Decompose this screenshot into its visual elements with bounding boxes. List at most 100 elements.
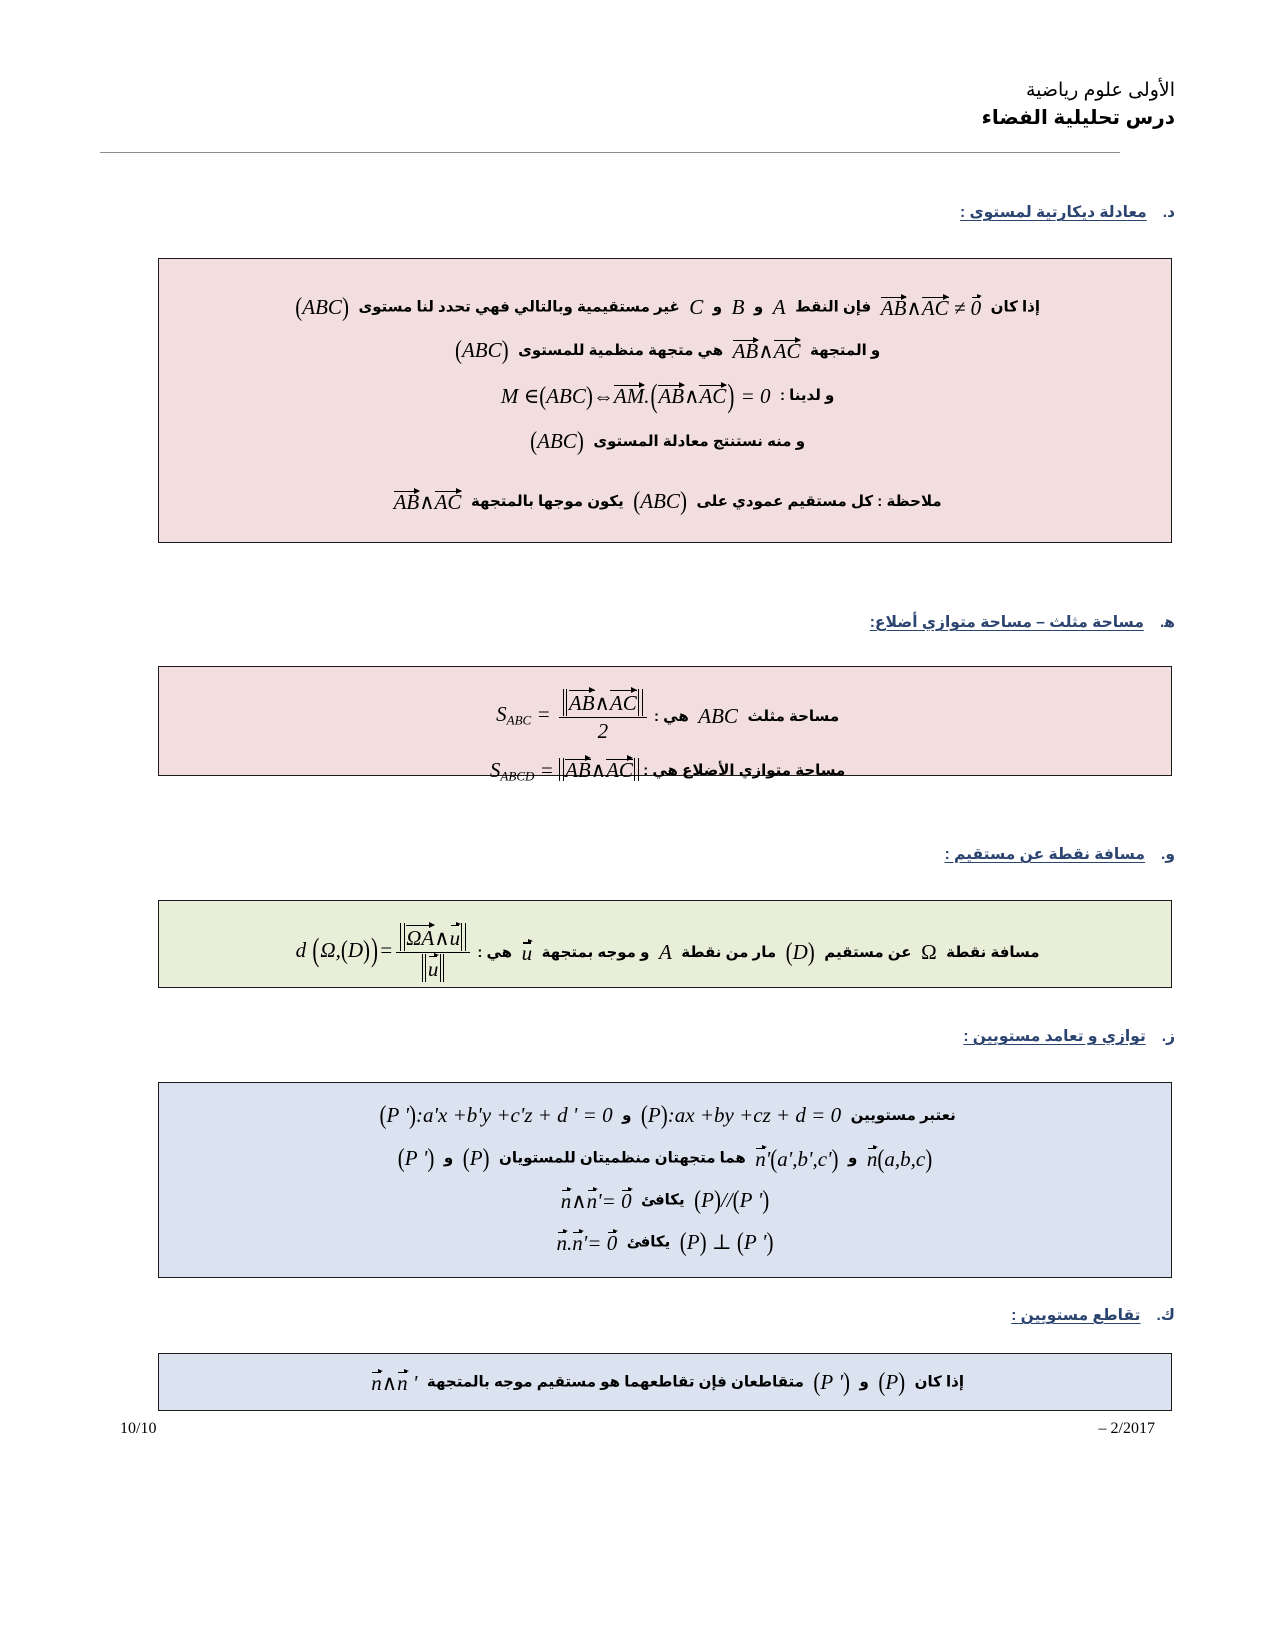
box-planes-intersection: إذا كان (P) و (P ') متقاطعان فإن تقاطعهم… [158, 1353, 1172, 1411]
box-parallel-perpendicular-planes: نعتبر مستويين (P):ax +by +cz + d = 0 و (… [158, 1082, 1172, 1278]
plane-pprime-equation: (P '):a'x +b'y +c'z + d ' = 0 [379, 1099, 613, 1130]
line1-mid: فإن النقط [795, 298, 872, 316]
area-triangle-lead: مساحة مثلث [747, 707, 840, 725]
footer-date: – 2/2017 [1098, 1420, 1155, 1437]
normal-vector-n: n(a,b,c) [866, 1143, 933, 1174]
footer-page-number: 10/10 [120, 1420, 157, 1437]
heading-marker: ك. [1156, 1307, 1175, 1324]
heading-marker: ﻫ. [1159, 614, 1175, 631]
normals-tail: هما متجهتان منظميتان للمستويان [499, 1149, 746, 1167]
line3-lead: و لدينا : [780, 387, 835, 404]
area-triangle-abc: ABC [693, 703, 744, 728]
box-line-4: و منه نستنتج معادلة المستوى (ABC) [159, 425, 1171, 456]
line1-lead: إذا كان [990, 298, 1040, 316]
normal-vector-nprime: n'(a',b',c') [755, 1143, 839, 1174]
line2-tail: هي متجهة منظمية للمستوى [518, 342, 724, 359]
area-line-parallelogram: مساحة متوازي الأضلاع هي : SABCD = AB∧AC [159, 755, 1171, 783]
box-line-1: إذا كان AB∧AC ≠ 0 فإن النقط A و B و C غي… [159, 291, 1171, 322]
distance-line-d: (D) [785, 936, 815, 967]
line1-conj-1: و [753, 298, 764, 316]
perpendicular-condition: n.n'= 0 [556, 1229, 618, 1255]
header-line-title: درس تحليلية الفضاء [981, 107, 1175, 129]
area-triangle-formula: SABC = AB∧AC 2 [491, 686, 650, 744]
note-math-cross: AB∧AC [393, 487, 462, 514]
planes-line-1: نعتبر مستويين (P):ax +by +cz + d = 0 و (… [159, 1099, 1171, 1130]
line1-conj-2: و [712, 298, 723, 316]
heading-text: توازي و تعامد مستويين : [963, 1028, 1146, 1045]
intersection-conj: و [859, 1373, 869, 1391]
box-line-2: و المتجهة AB∧AC هي متجهة منظمية للمستوى … [159, 334, 1171, 365]
page-header: الأولى علوم رياضية درس تحليلية الفضاء [155, 78, 1175, 132]
planes-line-parallel: (P)//(P ') يكافئ n∧n'= 0 [159, 1184, 1171, 1215]
line4-plane-abc: (ABC) [530, 425, 584, 456]
heading-text: معادلة ديكارتية لمستوى : [960, 204, 1147, 221]
distance-omega: Ω [915, 939, 942, 964]
intersection-plane-p: (P) [878, 1366, 906, 1397]
normals-conj-2: و [443, 1149, 454, 1167]
page-footer: 10/10 – 2/2017 [0, 1420, 1275, 1480]
intersection-tail: متقاطعان فإن تقاطعهما هو مستقيم موجه بال… [426, 1373, 804, 1391]
line1-plane-abc: (ABC) [295, 291, 349, 322]
distance-line: مسافة نقطة Ω عن مستقيم (D) مار من نقطة A… [159, 921, 1171, 982]
line1-math-cross-nonzero: AB∧AC ≠ 0 [880, 293, 982, 320]
intersection-direction-vector: n∧n ' [371, 1369, 423, 1395]
distance-lead: مسافة نقطة [946, 943, 1040, 961]
header-divider [100, 152, 1120, 153]
perpendicular-equiv-word: يكافئ [626, 1233, 671, 1251]
heading-text: تقاطع مستويين : [1011, 1307, 1141, 1324]
line3-membership-equation: M ∈(ABC)⇔AM.(AB∧AC) = 0 [495, 377, 771, 415]
area-parallelogram-formula: SABCD = AB∧AC [485, 755, 639, 783]
note-lead: ملاحظة : كل مستقيم عمودي على [696, 493, 942, 510]
line4-lead: و منه نستنتج معادلة المستوى [593, 433, 806, 450]
perpendicular-relation: (P) ⊥ (P ') [679, 1226, 774, 1257]
note-tail: يكون موجها بالمتجهة [470, 493, 624, 510]
box-triangle-area: مساحة مثلث ABC هي : SABC = AB∧AC 2 مساحة … [158, 666, 1172, 782]
intersection-lead: إذا كان [914, 1373, 964, 1391]
heading-marker: د. [1162, 204, 1175, 221]
planes-line-2: n(a,b,c) و n'(a',b',c') هما متجهتان منظم… [159, 1142, 1171, 1174]
distance-tail: هي : [477, 943, 513, 961]
parallel-condition: n∧n'= 0 [560, 1187, 633, 1213]
parallel-relation: (P)//(P ') [694, 1184, 770, 1215]
planes-line-perpendicular: (P) ⊥ (P ') يكافئ n.n'= 0 [159, 1226, 1171, 1257]
line2-math-cross: AB∧AC [732, 336, 801, 363]
heading-triangle-area: ﻫ. مساحة مثلث – مساحة متوازي أضلاع: [870, 613, 1175, 632]
distance-formula: d (Ω,(D))= ΩA∧u u [290, 921, 473, 982]
normals-plane-pprime: (P ') [397, 1142, 435, 1173]
distance-vector-u: u [521, 939, 533, 966]
heading-text: مسافة نقطة عن مستقيم : [944, 846, 1146, 863]
box-line-3: و لدينا : M ∈(ABC)⇔AM.(AB∧AC) = 0 [159, 377, 1171, 415]
heading-marker: ز. [1161, 1028, 1175, 1045]
heading-text: مساحة مثلث – مساحة متوازي أضلاع: [869, 614, 1144, 631]
box-point-line-distance: مسافة نقطة Ω عن مستقيم (D) مار من نقطة A… [158, 900, 1172, 988]
parallel-equiv-word: يكافئ [641, 1191, 685, 1209]
area-parallelogram-lead: مساحة متوازي الأضلاع هي : [643, 761, 846, 779]
plane-p-equation: (P):ax +by +cz + d = 0 [640, 1099, 842, 1130]
line1-tail: غير مستقيمية وبالتالي فهي تحدد لنا مستوى [358, 298, 680, 316]
normals-conj: و [848, 1149, 858, 1167]
line2-plane-abc: (ABC) [454, 334, 509, 365]
distance-mid-1: عن مستقيم [824, 943, 912, 961]
distance-mid-2: مار من نقطة [681, 943, 777, 961]
heading-point-line-distance: و. مسافة نقطة عن مستقيم : [945, 845, 1175, 864]
line2-lead: و المتجهة [809, 342, 881, 359]
distance-mid-3: و موجه بمتجهة [541, 943, 650, 961]
line1-point-c: C [683, 294, 709, 319]
heading-parallel-perpendicular-planes: ز. توازي و تعامد مستويين : [963, 1027, 1175, 1046]
note-plane-abc: (ABC) [633, 485, 687, 516]
header-line-level: الأولى علوم رياضية [1026, 80, 1175, 101]
heading-cartesian-equation: د. معادلة ديكارتية لمستوى : [960, 203, 1175, 222]
intersection-line: إذا كان (P) و (P ') متقاطعان فإن تقاطعهم… [159, 1366, 1171, 1397]
box-line-note: ملاحظة : كل مستقيم عمودي على (ABC) يكون … [159, 485, 1171, 516]
line1-point-b: B [726, 294, 750, 319]
heading-planes-intersection: ك. تقاطع مستويين : [1011, 1306, 1175, 1325]
area-line-triangle: مساحة مثلث ABC هي : SABC = AB∧AC 2 [159, 686, 1171, 744]
planes-lead: نعتبر مستويين [850, 1107, 956, 1124]
normals-plane-p: (P) [462, 1142, 490, 1173]
line1-point-a: A [767, 294, 791, 319]
heading-marker: و. [1161, 846, 1175, 863]
box-cartesian-equation: إذا كان AB∧AC ≠ 0 فإن النقط A و B و C غي… [158, 258, 1172, 543]
distance-point-a: A [653, 939, 678, 964]
planes-conj: و [622, 1107, 632, 1124]
